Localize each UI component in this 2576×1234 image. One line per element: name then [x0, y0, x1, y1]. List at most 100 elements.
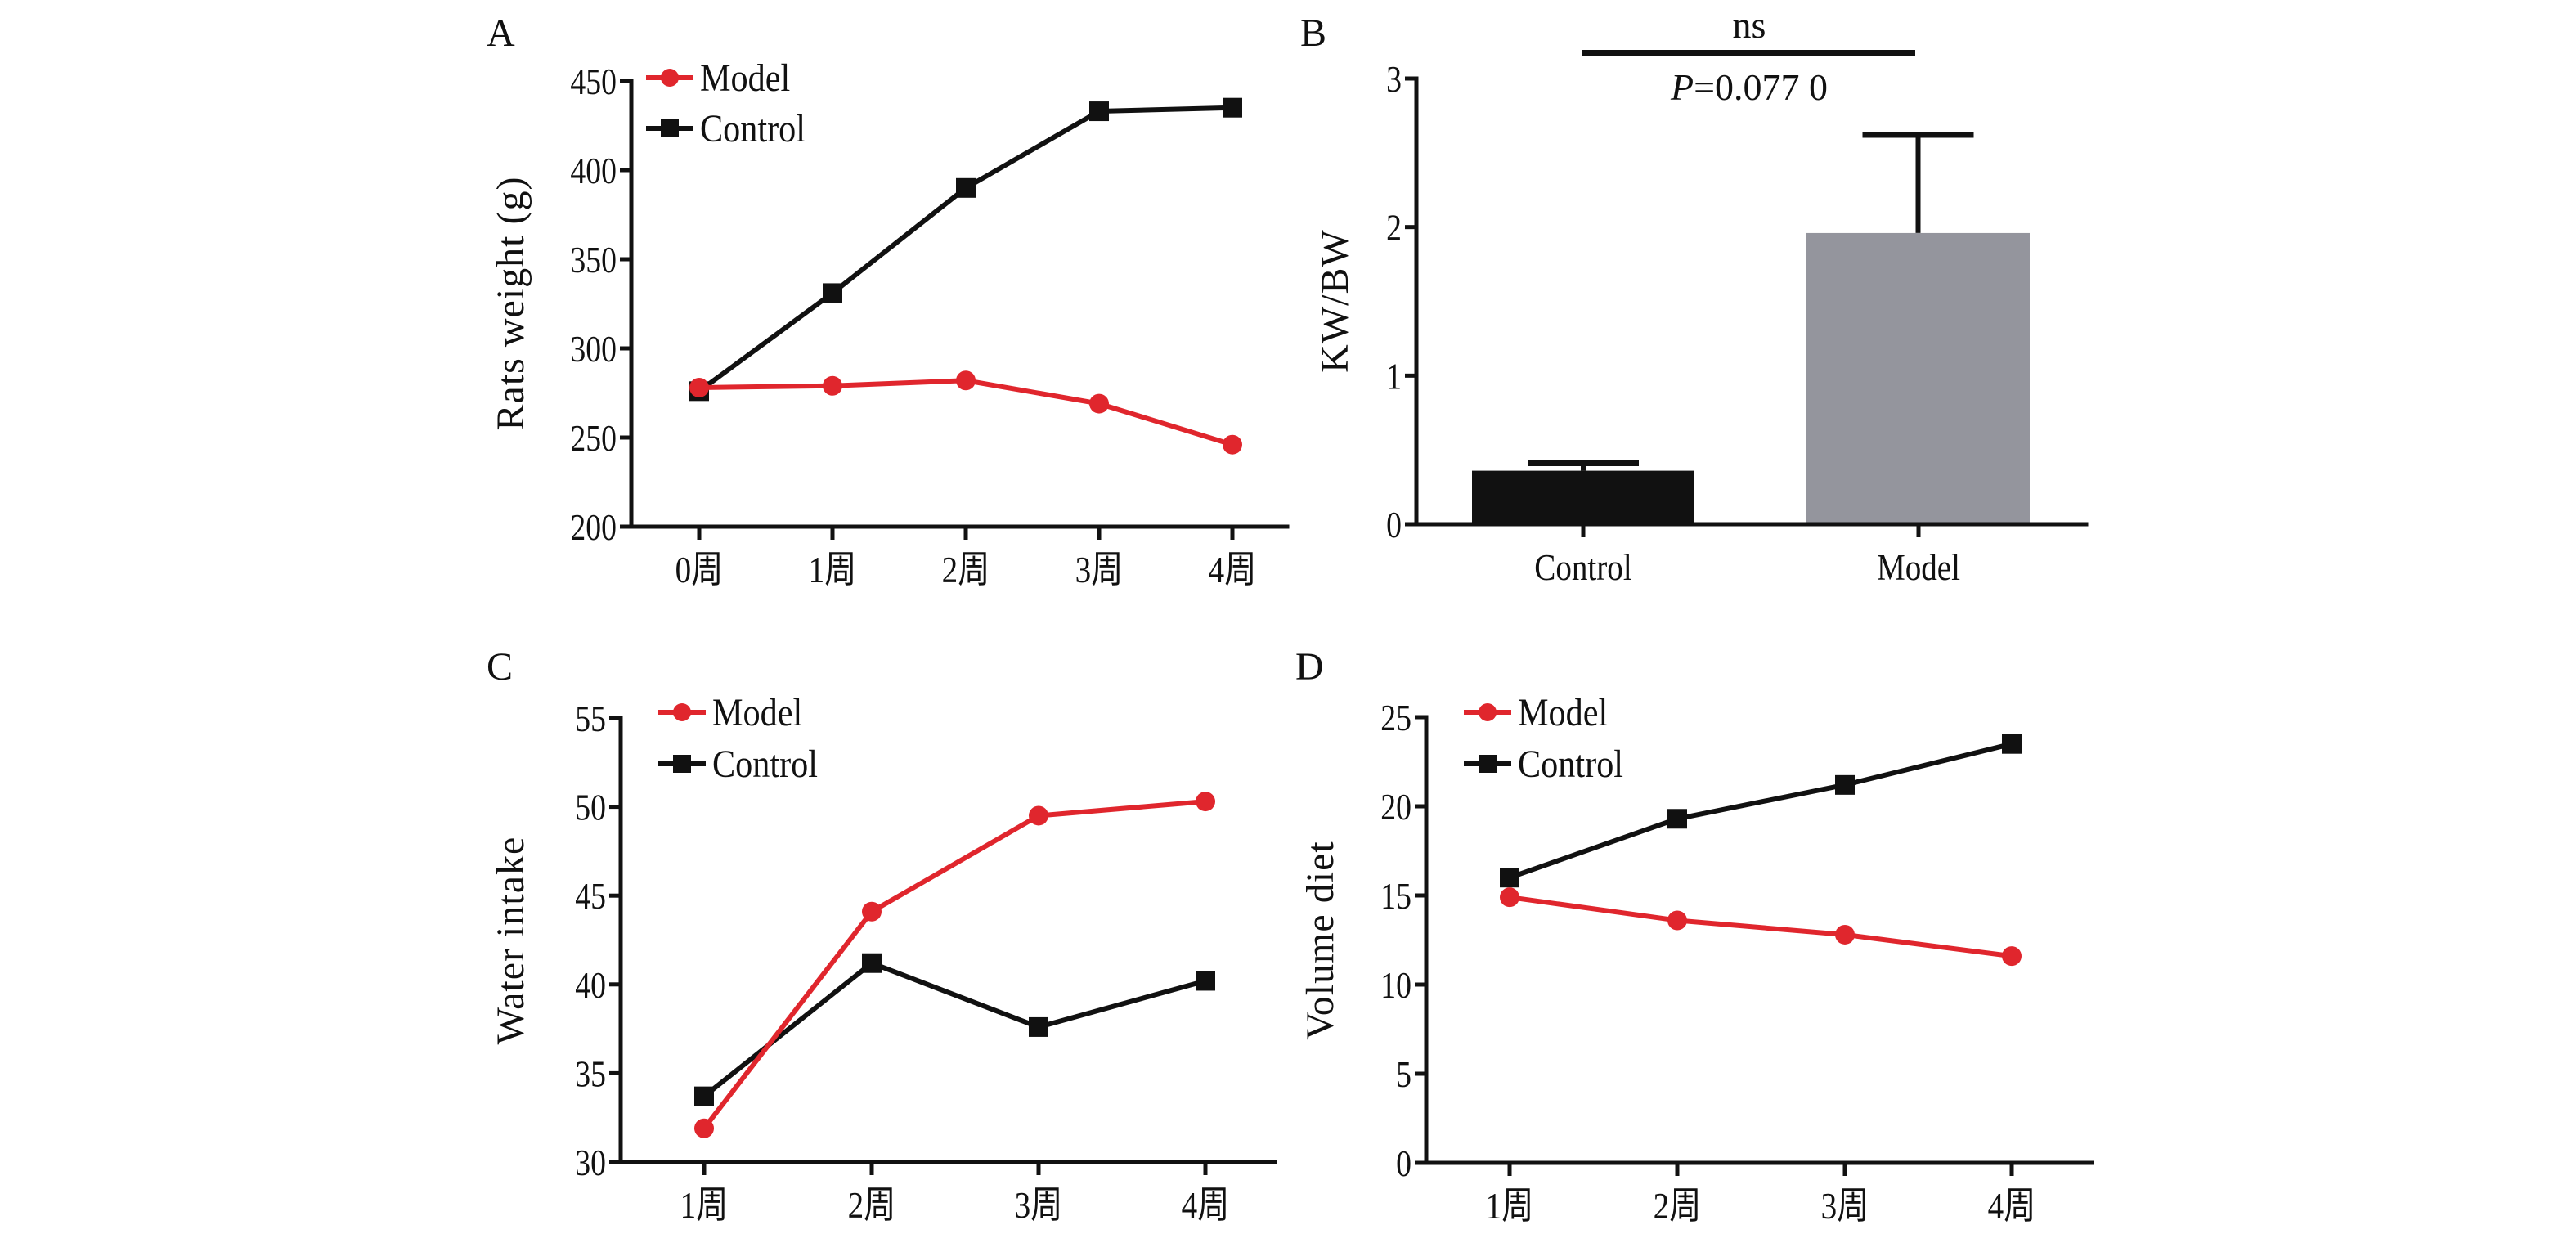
legend-label: Control: [1518, 743, 1623, 786]
panel-label: D: [1295, 645, 1324, 689]
panel-b-kw-bw-chart: B KW/BW ns P=0.077 0 0 1 2 3 Control Model: [1300, 4, 2089, 589]
legend-item-control: Control: [658, 743, 818, 786]
significance-label: ns: [1733, 4, 1766, 46]
data-point-model: [1500, 887, 1519, 908]
y-axis-title: Volume diet: [1299, 841, 1342, 1039]
y-tick-label: 25: [1380, 698, 1411, 739]
data-point-control: [1089, 101, 1109, 122]
y-tick-label: 250: [570, 419, 617, 460]
legend-label: Control: [712, 743, 818, 786]
panel-d-volume-diet-chart: D Volume diet 0 5 10 15 20 25 1周 2周 3周 4周 Model Con…: [1295, 645, 2094, 1227]
legend: Model Control: [658, 691, 818, 786]
x-tick-label: 3周: [1821, 1186, 1869, 1227]
y-tick-label: 35: [575, 1054, 606, 1095]
series-line-model: [702, 799, 1206, 1130]
data-point-control: [2002, 734, 2022, 754]
p-value-prefix: P: [1670, 66, 1694, 108]
y-tick-label: 450: [570, 62, 617, 103]
legend-item-control: Control: [1464, 743, 1623, 786]
data-point-control: [1223, 97, 1242, 118]
legend-label: Model: [1518, 691, 1608, 734]
y-axis-title: KW/BW: [1313, 229, 1357, 373]
x-tick-label: 2周: [1654, 1186, 1702, 1227]
legend: Model Control: [646, 56, 806, 150]
x-tick-label: Model: [1877, 547, 1960, 589]
y-axis-title: Rats weight (g): [489, 177, 532, 431]
data-point-control: [956, 177, 976, 198]
y-tick-label: 20: [1380, 788, 1411, 828]
legend-marker-square-icon: [661, 119, 679, 137]
series-line-control: [1509, 741, 2013, 881]
legend-label: Control: [700, 107, 806, 150]
legend: Model Control: [1464, 691, 1623, 786]
panel-label: C: [487, 645, 513, 689]
panel-label: B: [1300, 11, 1326, 55]
legend-item-control: Control: [646, 107, 806, 150]
y-axis-title: Water intake: [489, 837, 532, 1045]
series-control: [689, 97, 1242, 402]
y-tick-label: 40: [575, 965, 606, 1006]
data-point-control: [694, 1086, 714, 1106]
y-tick-label: 3: [1386, 60, 1402, 101]
data-point-model: [1089, 393, 1109, 414]
x-tick-label: 1周: [680, 1185, 729, 1227]
x-tick-label: 1周: [1486, 1186, 1534, 1227]
data-point-model: [1196, 792, 1215, 812]
legend-marker-square-icon: [1479, 755, 1497, 773]
x-tick-label: 4周: [1182, 1185, 1230, 1227]
data-point-model: [1029, 805, 1048, 826]
legend-label: Model: [712, 691, 802, 734]
y-tick-label: 300: [570, 330, 617, 370]
bar-control: [1472, 470, 1694, 524]
panel-c-water-intake-chart: C Water intake 30 35 40 45 50 55 1周 2周 3周 4周 Model…: [487, 645, 1277, 1227]
legend-marker-circle-icon: [673, 703, 691, 721]
axes: 30 35 40 45 50 55 1周 2周 3周 4周: [575, 699, 1277, 1227]
x-tick-label: 4周: [1209, 550, 1257, 591]
panel-label: A: [487, 11, 515, 55]
x-tick-label: 0周: [675, 550, 724, 591]
y-tick-label: 15: [1380, 877, 1411, 918]
x-tick-label: 1周: [809, 550, 857, 591]
legend-label: Model: [700, 56, 790, 100]
legend-item-model: Model: [1464, 691, 1608, 734]
series-model: [694, 792, 1215, 1138]
data-point-model: [1835, 924, 1855, 945]
y-tick-label: 0: [1396, 1144, 1411, 1185]
legend-marker-circle-icon: [661, 69, 679, 87]
legend-item-model: Model: [646, 56, 790, 100]
axes: 0 5 10 15 20 25 1周 2周 3周 4周: [1380, 698, 2094, 1227]
data-point-control: [862, 953, 882, 973]
y-tick-label: 55: [575, 699, 606, 740]
y-tick-label: 400: [570, 151, 617, 192]
x-tick-label: 3周: [1075, 550, 1124, 591]
x-tick-label: 4周: [1988, 1186, 2036, 1227]
bar-model: [1806, 232, 2030, 524]
y-tick-label: 350: [570, 240, 617, 281]
data-point-control: [1835, 774, 1855, 795]
y-tick-label: 10: [1380, 966, 1411, 1007]
panel-a-rats-weight-chart: A Rats weight (g) 200 250 300 350 400 450 0周 1周…: [487, 11, 1290, 591]
data-point-model: [862, 901, 882, 922]
data-point-control: [1667, 809, 1687, 829]
series-model: [689, 370, 1242, 455]
legend-item-model: Model: [658, 691, 802, 734]
y-tick-label: 1: [1386, 357, 1402, 397]
data-point-model: [823, 375, 842, 396]
series-control: [694, 953, 1215, 1106]
data-point-model: [1667, 910, 1687, 931]
axes: 200 250 300 350 400 450 0周 1周 2周 3周 4周: [570, 62, 1290, 591]
p-value-text: =0.077 0: [1694, 66, 1828, 108]
data-point-model: [689, 377, 709, 397]
series-line-control: [702, 960, 1206, 1098]
y-tick-label: 200: [570, 508, 617, 549]
y-tick-label: 5: [1396, 1055, 1411, 1096]
y-tick-label: 30: [575, 1143, 606, 1184]
x-tick-label: 2周: [848, 1185, 896, 1227]
series-model: [1500, 887, 2022, 967]
x-tick-label: Control: [1534, 547, 1631, 589]
data-point-model: [1223, 434, 1242, 455]
data-point-model: [694, 1118, 714, 1138]
data-point-model: [2002, 946, 2022, 967]
